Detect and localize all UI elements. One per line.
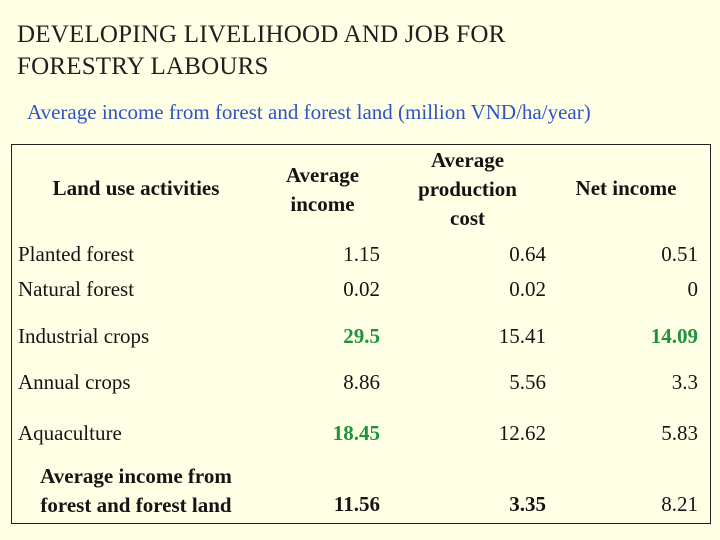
row-net-income: 14.09: [650, 324, 698, 348]
summary-label: Average income from forest and forest la…: [12, 462, 260, 520]
summary-average-income: 11.56: [333, 492, 380, 516]
summary-label-line-1: Average income from: [40, 464, 232, 488]
row-average-income: 8.86: [343, 370, 380, 394]
header-average-income: Average income: [260, 161, 385, 219]
row-production-cost: 12.62: [498, 421, 546, 445]
row-activity: Industrial crops: [18, 324, 150, 348]
header-average-production-cost: Average production cost: [395, 146, 540, 233]
title-line-2: FORESTRY LABOURS: [17, 53, 269, 80]
income-table: Land use activities Average income Avera…: [11, 144, 711, 524]
row-activity: Annual crops: [18, 370, 131, 394]
header-cost-line-2: production: [418, 177, 517, 201]
row-net-income: 0.51: [661, 242, 698, 266]
row-average-income: 1.15: [343, 242, 380, 266]
row-net-income: 3.3: [671, 370, 698, 394]
row-activity: Planted forest: [18, 242, 135, 266]
summary-production-cost: 3.35: [509, 492, 546, 516]
row-production-cost: 5.56: [509, 370, 546, 394]
header-land-use-activities: Land use activities: [52, 176, 220, 200]
row-activity: Aquaculture: [18, 421, 122, 445]
header-income-line-1: Average: [285, 163, 360, 187]
slide-title: DEVELOPING LIVELIHOOD AND JOB FOR FOREST…: [17, 19, 506, 83]
row-production-cost: 15.41: [498, 324, 546, 348]
row-average-income: 18.45: [332, 421, 380, 445]
row-production-cost: 0.64: [509, 242, 546, 266]
header-income-line-2: income: [290, 192, 355, 216]
title-line-1: DEVELOPING LIVELIHOOD AND JOB FOR: [17, 21, 506, 48]
table-subtitle: Average income from forest and forest la…: [27, 100, 591, 124]
header-cost-line-3: cost: [450, 206, 485, 230]
summary-net-income: 8.21: [661, 492, 698, 516]
row-average-income: 29.5: [343, 324, 380, 348]
row-net-income: 5.83: [661, 421, 698, 445]
summary-label-line-2: forest and forest land: [40, 493, 232, 517]
row-average-income: 0.02: [343, 277, 380, 301]
row-activity: Natural forest: [18, 277, 135, 301]
header-net-income: Net income: [575, 176, 677, 200]
row-net-income: 0: [687, 277, 699, 301]
row-production-cost: 0.02: [509, 277, 546, 301]
header-cost-line-1: Average: [430, 148, 505, 172]
